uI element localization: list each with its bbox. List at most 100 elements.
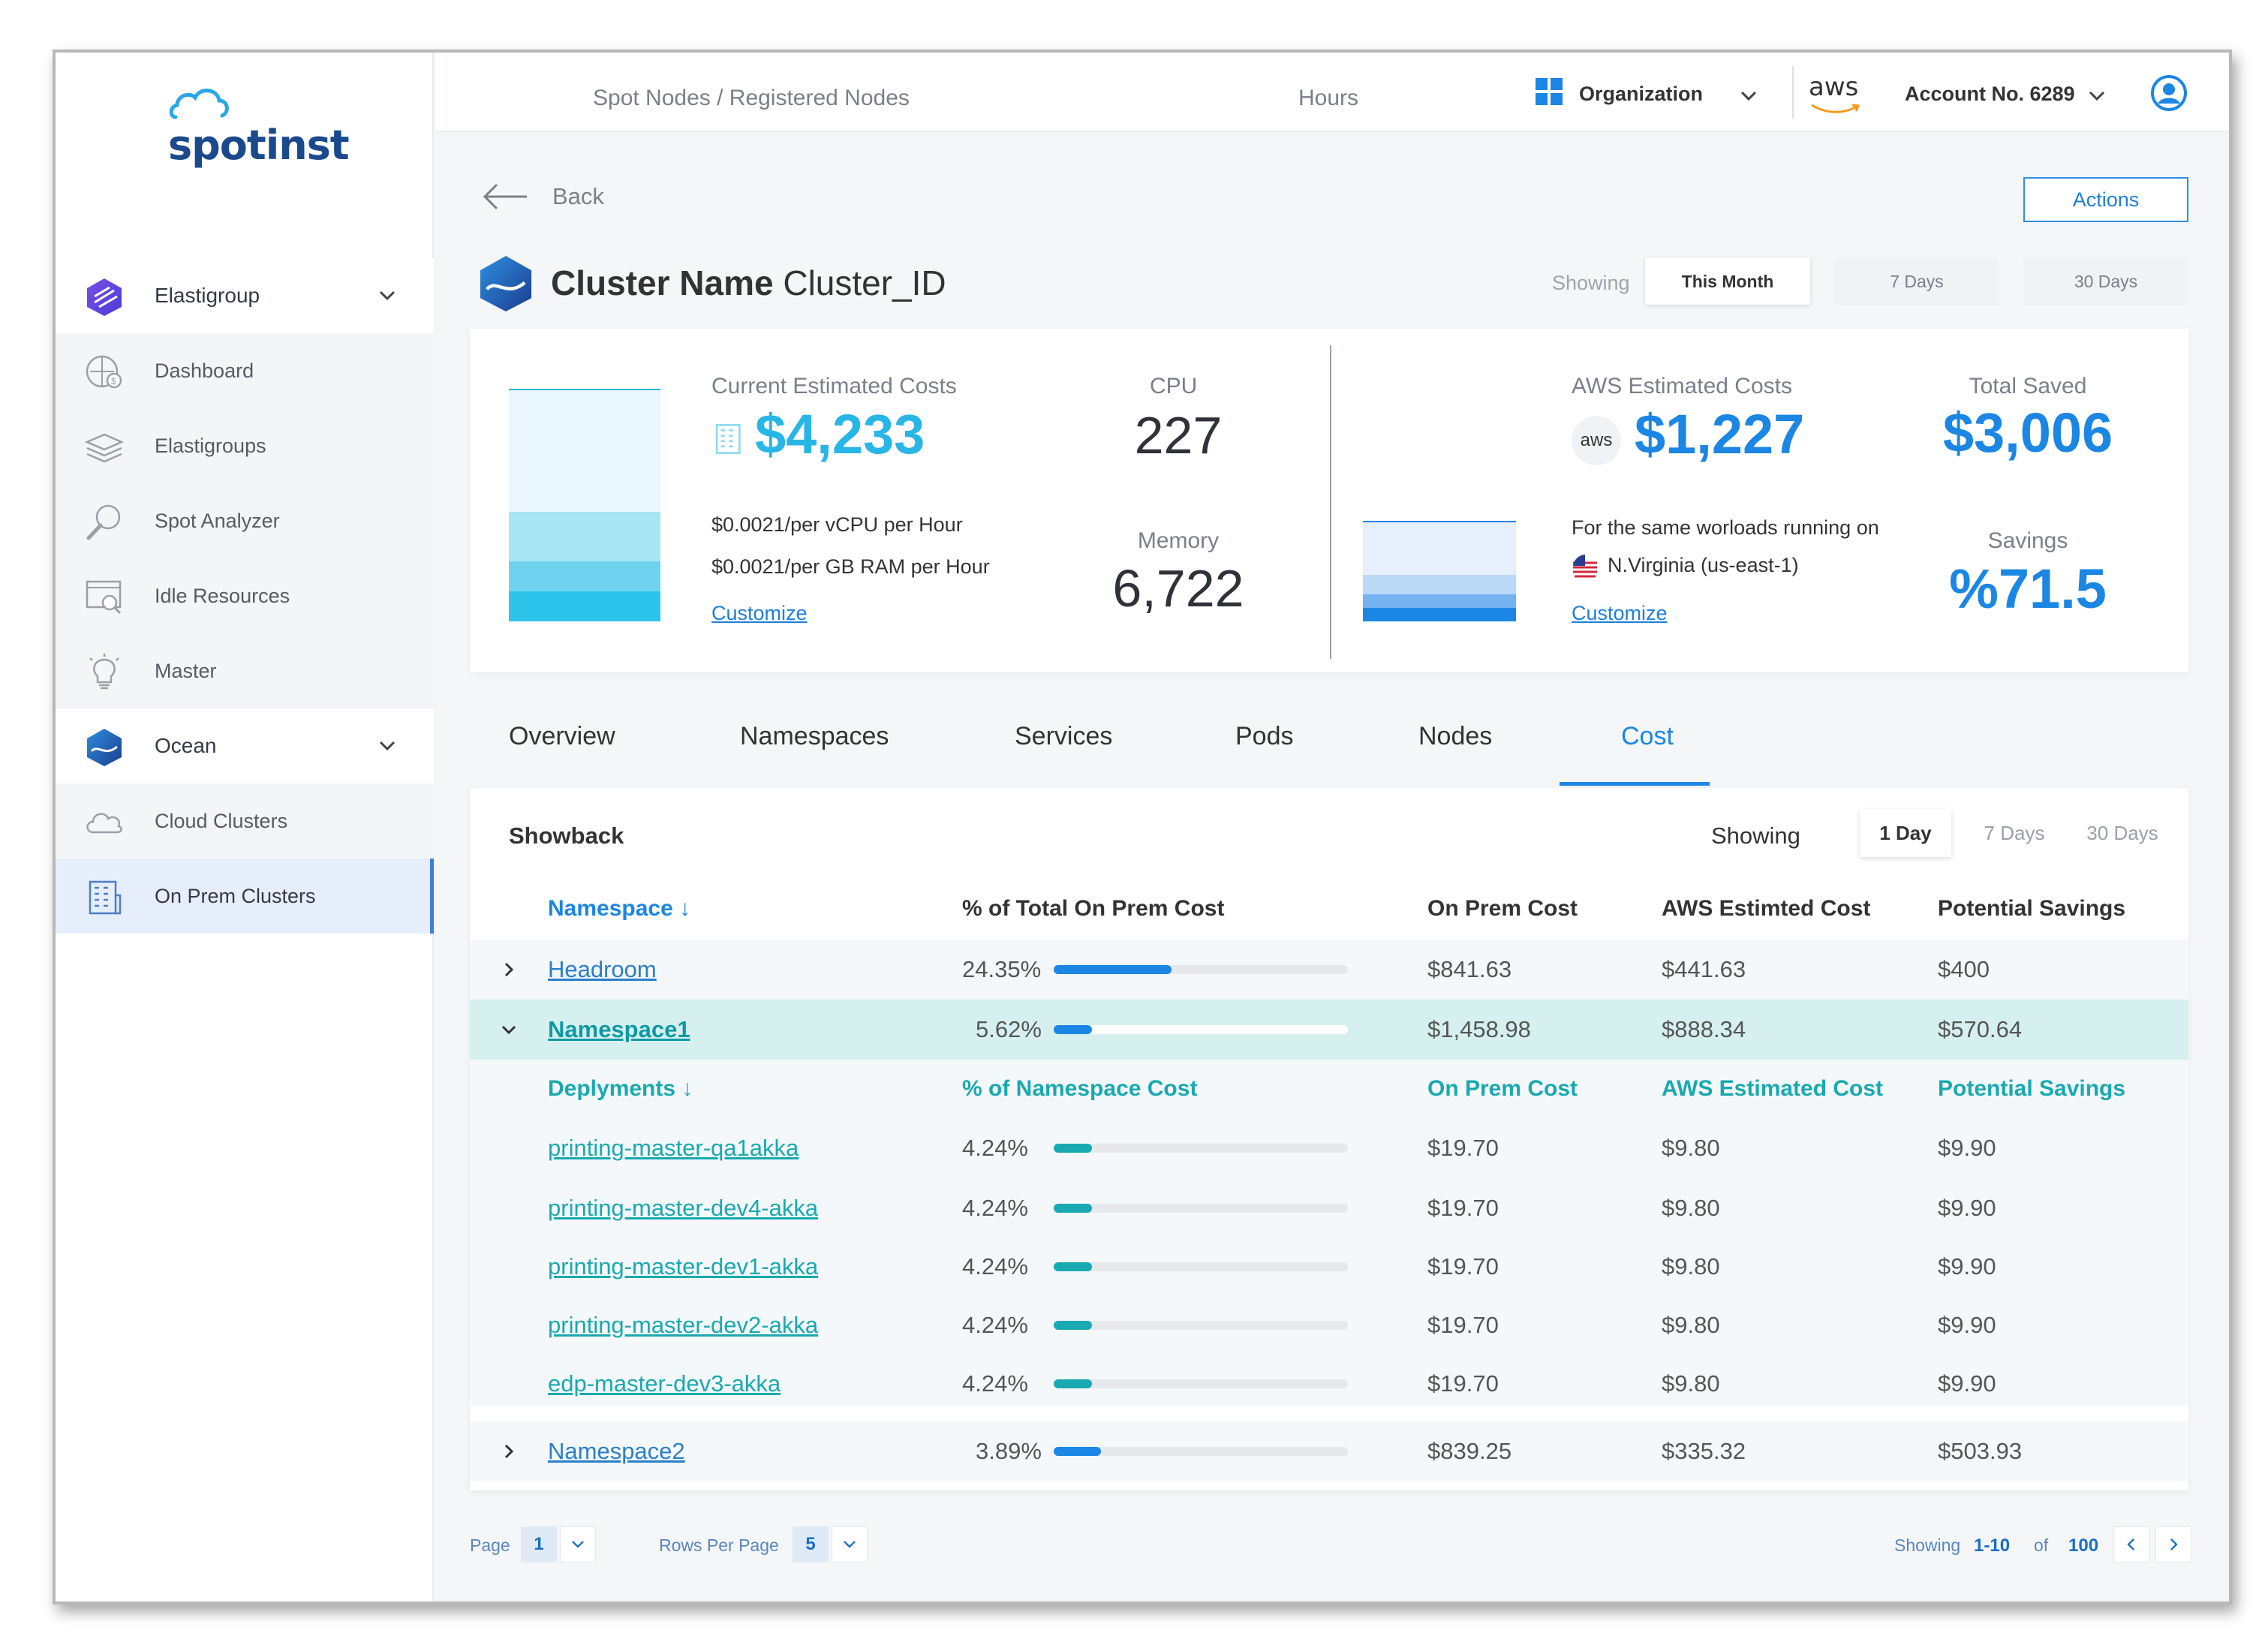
customize-link[interactable]: Customize [711, 602, 808, 624]
tab-cost[interactable]: Cost [1621, 722, 1674, 750]
potential-savings: $9.90 [1938, 1370, 1996, 1397]
column-potential-savings[interactable]: Potential Savings [1938, 896, 2126, 921]
column-on-prem-cost[interactable]: On Prem Cost [1427, 1076, 1578, 1101]
brand-name: spotinst [168, 122, 350, 169]
subtable-header: Deplyments ↓ % of Namespace Cost On Prem… [470, 1060, 2188, 1120]
deployment-row[interactable]: printing-master-dev4-akka 4.24% $19.70 $… [470, 1178, 2188, 1238]
arrow-left-icon [483, 183, 527, 210]
deployment-link[interactable]: printing-master-dev1-akka [548, 1253, 819, 1280]
deployment-link[interactable]: printing-master-qa1akka [548, 1135, 799, 1161]
sidebar-group-ocean[interactable]: Ocean [56, 708, 434, 783]
memory-label: Memory [1137, 528, 1220, 553]
sidebar-item-elastigroups[interactable]: Elastigroups [56, 408, 434, 483]
sidebar-item-label: Idle Resources [155, 584, 290, 607]
range-1-day[interactable]: 1 Day [1860, 809, 1951, 857]
sidebar-item-cloud-clusters[interactable]: Cloud Clusters [56, 783, 434, 859]
sidebar-item-idle-resources[interactable]: Idle Resources [56, 558, 434, 633]
prev-page-button[interactable] [2113, 1526, 2149, 1562]
deployment-link[interactable]: printing-master-dev2-akka [548, 1312, 819, 1338]
tab-pods[interactable]: Pods [1235, 722, 1294, 750]
column-percent-total[interactable]: % of Total On Prem Cost [962, 896, 1225, 921]
chevron-right-icon [2170, 1538, 2178, 1550]
sidebar-item-on-prem-clusters[interactable]: On Prem Clusters [56, 859, 434, 934]
deployment-row[interactable]: printing-master-dev1-akka 4.24% $19.70 $… [470, 1237, 2188, 1297]
column-on-prem-cost[interactable]: On Prem Cost [1427, 896, 1578, 921]
ocean-icon [87, 729, 122, 766]
next-page-button[interactable] [2155, 1526, 2191, 1562]
namespace-link[interactable]: Headroom [548, 956, 657, 982]
chevron-down-icon[interactable] [1738, 86, 1759, 107]
account-selector[interactable]: Account No. 6289 [1905, 83, 2075, 105]
organization-selector[interactable]: Organization [1579, 83, 1704, 105]
table-row[interactable]: Namespace2 3.89% $839.25 $335.32 $503.93 [470, 1421, 2188, 1481]
range-30-days[interactable]: 30 Days [2086, 821, 2158, 844]
sidebar-item-master[interactable]: Master [56, 633, 434, 708]
hours-label[interactable]: Hours [1298, 86, 1359, 110]
aws-logo: aws [1809, 72, 1861, 118]
savings-label: Savings [1987, 528, 2068, 553]
chevron-right-icon[interactable] [497, 1439, 521, 1463]
rows-per-page-value[interactable]: 5 [793, 1526, 829, 1562]
table-row[interactable]: Headroom 24.35% $841.63 $441.63 $400 [470, 940, 2188, 1000]
column-potential-savings[interactable]: Potential Savings [1938, 1076, 2126, 1101]
user-avatar-icon[interactable] [2151, 75, 2187, 111]
back-label: Back [552, 183, 604, 209]
spotinst-logo[interactable]: spotinst [168, 83, 350, 169]
dashboard-icon: $ [86, 355, 122, 389]
aws-badge-icon: aws [1572, 416, 1621, 465]
on-prem-cost: $1,458.98 [1427, 1016, 1531, 1042]
rows-dropdown[interactable] [832, 1526, 868, 1562]
sidebar-item-dashboard[interactable]: $ Dashboard [56, 333, 434, 408]
column-aws-cost[interactable]: AWS Estimted Cost [1662, 896, 1871, 921]
sidebar: spotinst Elastigroup $ Dashboard Elastig… [56, 53, 434, 1601]
deployment-row[interactable]: printing-master-qa1akka 4.24% $19.70 $9.… [470, 1118, 2188, 1178]
page-dropdown[interactable] [560, 1526, 596, 1562]
deployment-link[interactable]: edp-master-dev3-akka [548, 1370, 781, 1397]
chevron-down-icon[interactable] [377, 735, 398, 756]
rows-per-page-label: Rows Per Page [659, 1535, 779, 1555]
back-button[interactable]: Back [480, 182, 604, 212]
chevron-down-icon[interactable] [497, 1018, 521, 1042]
deployment-link[interactable]: printing-master-dev4-akka [548, 1195, 819, 1221]
column-deployments[interactable]: Deplyments ↓ [548, 1076, 693, 1101]
percent-value: 4.24% [962, 1135, 1028, 1161]
percent-value: 4.24% [962, 1195, 1028, 1221]
on-prem-cost-graphic [509, 389, 660, 621]
namespace-link[interactable]: Namespace1 [548, 1016, 690, 1042]
tab-namespaces[interactable]: Namespaces [740, 722, 889, 750]
namespace-link[interactable]: Namespace2 [548, 1438, 685, 1464]
potential-savings: $503.93 [1938, 1438, 2023, 1464]
sidebar-group-elastigroup[interactable]: Elastigroup [56, 258, 434, 333]
percent-bar [1054, 1447, 1348, 1456]
column-namespace[interactable]: Namespace ↓ [548, 896, 691, 921]
table-header: Namespace ↓ % of Total On Prem Cost On P… [470, 880, 2188, 940]
range-7-days[interactable]: 7 Days [1984, 821, 2045, 844]
customize-link[interactable]: Customize [1572, 602, 1668, 624]
actions-button[interactable]: Actions [2023, 177, 2188, 222]
range-30-days[interactable]: 30 Days [2023, 258, 2188, 305]
vcpu-rate: $0.0021/per vCPU per Hour [711, 513, 963, 536]
potential-savings: $9.90 [1938, 1135, 1996, 1161]
range-this-month[interactable]: This Month [1645, 258, 1810, 305]
aws-cost: $9.80 [1662, 1135, 1720, 1161]
memory-value: 6,722 [1112, 559, 1244, 618]
chevron-down-icon[interactable] [2086, 86, 2107, 107]
breadcrumb[interactable]: Spot Nodes / Registered Nodes [593, 86, 910, 110]
column-percent-namespace[interactable]: % of Namespace Cost [962, 1076, 1198, 1101]
sidebar-item-spot-analyzer[interactable]: Spot Analyzer [56, 483, 434, 558]
chevron-right-icon[interactable] [497, 958, 521, 982]
active-tab-indicator [1560, 782, 1710, 786]
tab-overview[interactable]: Overview [509, 722, 615, 750]
deployment-row[interactable]: printing-master-dev2-akka 4.24% $19.70 $… [470, 1295, 2188, 1355]
range-7-days[interactable]: 7 Days [1834, 258, 1999, 305]
showing-label: Showing [1552, 272, 1630, 294]
chevron-down-icon[interactable] [377, 285, 398, 306]
column-aws-cost[interactable]: AWS Estimated Cost [1662, 1076, 1884, 1101]
aws-estimated-label: AWS Estimated Costs [1572, 374, 1792, 398]
cpu-label: CPU [1150, 374, 1198, 398]
page-number[interactable]: 1 [521, 1526, 557, 1562]
tab-services[interactable]: Services [1015, 722, 1113, 750]
table-row[interactable]: Namespace1 5.62% $1,458.98 $888.34 $570.… [470, 1000, 2188, 1060]
tab-nodes[interactable]: Nodes [1418, 722, 1493, 750]
deployment-row[interactable]: edp-master-dev3-akka 4.24% $19.70 $9.80 … [470, 1354, 2188, 1414]
